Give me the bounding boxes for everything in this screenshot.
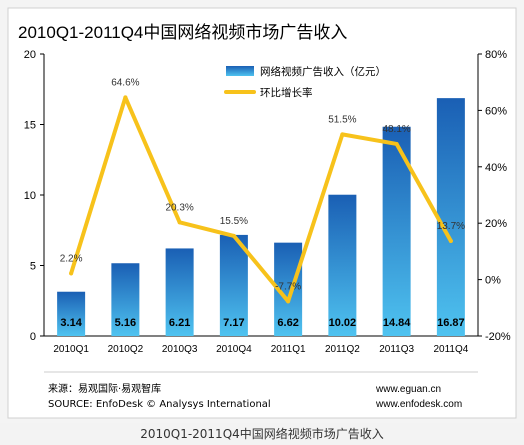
growth-rate-label: 20.3% bbox=[165, 202, 193, 213]
chart-panel bbox=[7, 7, 517, 419]
growth-rate-point bbox=[394, 141, 399, 146]
growth-rate-line bbox=[69, 95, 453, 304]
bar-value-label: 5.16 bbox=[115, 317, 136, 329]
growth-rate-label: 15.5% bbox=[220, 216, 248, 227]
growth-rate-label: -7.7% bbox=[275, 281, 301, 292]
growth-rate-label: 64.6% bbox=[111, 77, 139, 88]
bar-2010Q2 bbox=[111, 263, 140, 336]
growth-rate-point bbox=[340, 132, 345, 137]
bar-2011Q2 bbox=[328, 194, 357, 336]
right-tick-label: 60% bbox=[485, 105, 507, 117]
bar-value-label: 10.02 bbox=[329, 317, 357, 329]
growth-rate-point bbox=[177, 220, 182, 225]
bar-2010Q3 bbox=[165, 248, 194, 336]
legend-bar-label: 网络视频广告收入（亿元） bbox=[260, 65, 386, 78]
legend-bar-swatch bbox=[226, 66, 254, 76]
growth-rate-point bbox=[231, 233, 236, 238]
bar-value-label: 3.14 bbox=[60, 317, 82, 329]
growth-rate-point bbox=[448, 238, 453, 243]
website-line: www.enfodesk.com bbox=[375, 399, 462, 410]
right-tick-label: 20% bbox=[485, 218, 507, 230]
left-tick-label: 5 bbox=[30, 261, 36, 273]
image-caption: 2010Q1-2011Q4中国网络视频市场广告收入 bbox=[0, 423, 524, 445]
bar-2011Q4 bbox=[436, 98, 465, 337]
left-tick-label: 0 bbox=[30, 331, 36, 343]
bar-2010Q1 bbox=[57, 291, 86, 336]
right-tick-label: 0% bbox=[485, 275, 501, 287]
source-line: SOURCE: EnfoDesk © Analysys Internationa… bbox=[48, 399, 271, 410]
legend-line-label: 环比增长率 bbox=[260, 86, 313, 99]
x-tick-label: 2010Q1 bbox=[53, 344, 89, 355]
left-tick-label: 15 bbox=[24, 120, 36, 132]
right-tick-label: -20% bbox=[485, 331, 511, 343]
x-tick-label: 2011Q2 bbox=[325, 344, 360, 355]
x-tick-label: 2010Q4 bbox=[216, 344, 252, 355]
right-tick-label: 40% bbox=[485, 162, 507, 174]
website-line: www.eguan.cn bbox=[375, 384, 441, 395]
growth-rate-label: 48.1% bbox=[382, 124, 410, 135]
right-tick-label: 80% bbox=[485, 49, 507, 61]
growth-rate-label: 13.7% bbox=[437, 221, 465, 232]
x-tick-label: 2010Q3 bbox=[162, 344, 198, 355]
chart-title: 2010Q1-2011Q4中国网络视频市场广告收入 bbox=[18, 23, 347, 42]
growth-rate-point bbox=[286, 299, 291, 304]
bar-value-label: 7.17 bbox=[223, 317, 244, 329]
bar-value-label: 14.84 bbox=[383, 317, 411, 329]
source-line: 来源：易观国际·易观智库 bbox=[48, 382, 161, 395]
x-tick-label: 2011Q3 bbox=[379, 344, 414, 355]
x-tick-label: 2010Q2 bbox=[108, 344, 144, 355]
growth-rate-point bbox=[69, 271, 74, 276]
bar-2010Q4 bbox=[219, 234, 248, 336]
left-tick-label: 20 bbox=[24, 49, 36, 61]
growth-rate-point bbox=[123, 95, 128, 100]
growth-rate-label: 2.2% bbox=[60, 253, 83, 264]
bar-value-label: 6.62 bbox=[277, 317, 298, 329]
x-tick-label: 2011Q1 bbox=[271, 344, 306, 355]
bar-value-label: 16.87 bbox=[437, 317, 465, 329]
bar-value-label: 6.21 bbox=[169, 317, 190, 329]
left-tick-label: 10 bbox=[24, 190, 36, 202]
chart-canvas: 2010Q1-2011Q4中国网络视频市场广告收入 0 5 10 15 20 -20% 0%… bbox=[0, 0, 524, 423]
x-tick-label: 2011Q4 bbox=[433, 344, 468, 355]
growth-rate-label: 51.5% bbox=[328, 114, 356, 125]
